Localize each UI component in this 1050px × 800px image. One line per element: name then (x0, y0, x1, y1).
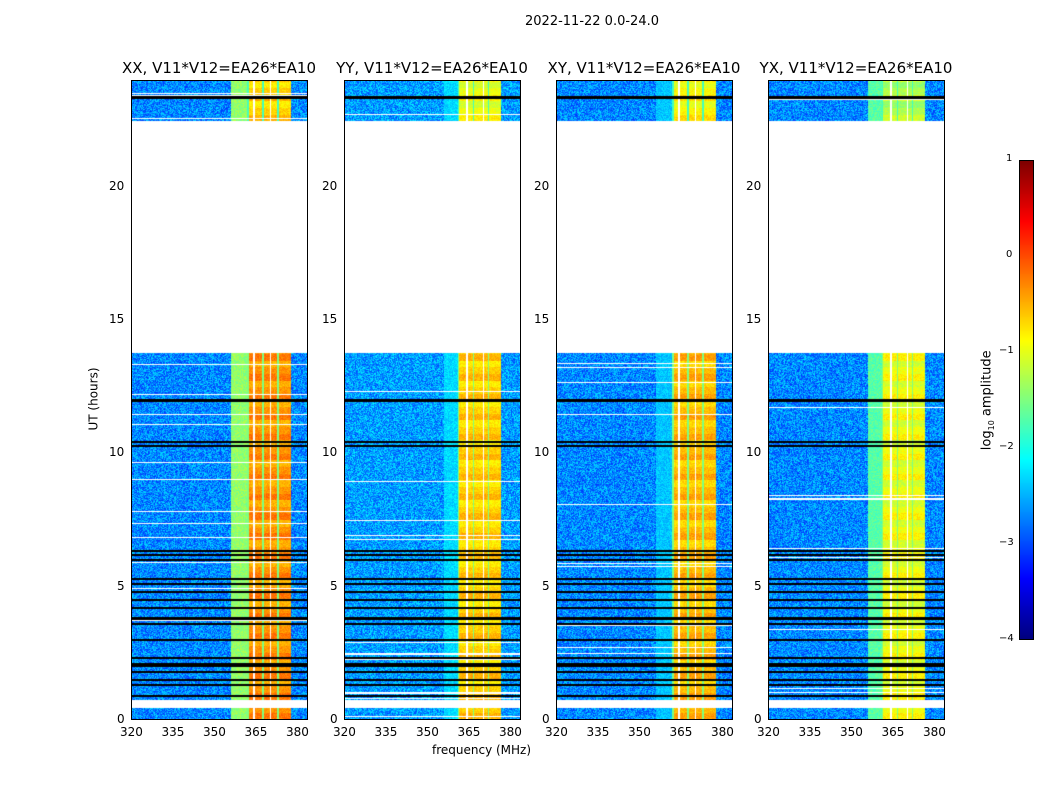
x-tick-label: 380 (710, 725, 734, 739)
colorbar-tick-label: −3 (999, 537, 1014, 548)
spectrogram-panel-0 (131, 80, 308, 720)
y-tick-label: 0 (542, 712, 550, 726)
x-tick-label: 350 (415, 725, 439, 739)
spectrogram-image (557, 81, 732, 719)
y-tick-label: 10 (746, 445, 762, 460)
y-tick-label: 15 (109, 312, 125, 326)
x-tick-label: 365 (244, 725, 268, 739)
y-tick-label: 10 (109, 445, 125, 460)
x-tick-label: 350 (627, 725, 651, 739)
spectrogram-image (345, 81, 520, 719)
y-tick-label: 20 (109, 178, 125, 193)
panel-title: YX, V11*V12=EA26*EA10 (759, 59, 953, 77)
x-tick-label: 335 (798, 725, 822, 739)
x-tick-label: 320 (545, 725, 568, 739)
panel-title: YY, V11*V12=EA26*EA10 (336, 59, 528, 77)
x-tick-label: 320 (120, 725, 143, 739)
spectrogram-panel-3 (768, 80, 945, 720)
colorbar-tick-label: 0 (1006, 249, 1013, 260)
x-axis-label: frequency (MHz) (432, 743, 532, 757)
y-tick-label: 10 (322, 445, 338, 460)
x-tick-label: 335 (586, 725, 610, 739)
y-tick-label: 20 (746, 178, 762, 193)
colorbar-tick-label: −4 (999, 633, 1014, 644)
colorbar-tick-label: −2 (999, 441, 1014, 452)
x-tick-label: 380 (922, 725, 946, 739)
y-tick-label: 5 (330, 578, 338, 593)
spectrogram-panel-1 (344, 80, 521, 720)
y-tick-label: 5 (117, 578, 125, 593)
x-tick-label: 365 (457, 725, 481, 739)
y-tick-label: 5 (542, 578, 550, 593)
y-tick-label: 0 (117, 712, 125, 726)
y-tick-label: 20 (534, 178, 550, 193)
x-tick-label: 350 (202, 725, 226, 739)
y-tick-label: 0 (754, 712, 762, 726)
colorbar-label: log10 amplitude (979, 350, 997, 451)
y-tick-label: 0 (330, 712, 338, 726)
x-tick-label: 365 (669, 725, 693, 739)
x-tick-label: 320 (333, 725, 356, 739)
spectrogram-panel-2 (556, 80, 733, 720)
colorbar-tick-label: −1 (999, 345, 1014, 356)
y-tick-label: 15 (746, 312, 762, 326)
x-tick-label: 350 (839, 725, 863, 739)
x-tick-label: 380 (498, 725, 522, 739)
y-tick-label: 20 (322, 178, 338, 193)
panel-title: XX, V11*V12=EA26*EA10 (121, 59, 317, 77)
panel-title: XY, V11*V12=EA26*EA10 (547, 59, 741, 77)
x-tick-label: 380 (285, 725, 309, 739)
y-axis-label: UT (hours) (86, 367, 101, 431)
figure-title: 2022-11-22 0.0-24.0 (525, 14, 659, 29)
x-tick-label: 335 (374, 725, 398, 739)
colorbar-tick-label: 1 (1006, 153, 1013, 164)
spectrogram-image (769, 81, 944, 719)
y-tick-label: 15 (322, 312, 338, 326)
x-tick-label: 365 (881, 725, 905, 739)
x-tick-label: 320 (757, 725, 780, 739)
y-tick-label: 15 (534, 312, 550, 326)
spectrogram-image (132, 81, 307, 719)
x-tick-label: 335 (161, 725, 185, 739)
y-tick-label: 5 (754, 578, 762, 593)
y-tick-label: 10 (534, 445, 550, 460)
colorbar (1019, 160, 1034, 640)
